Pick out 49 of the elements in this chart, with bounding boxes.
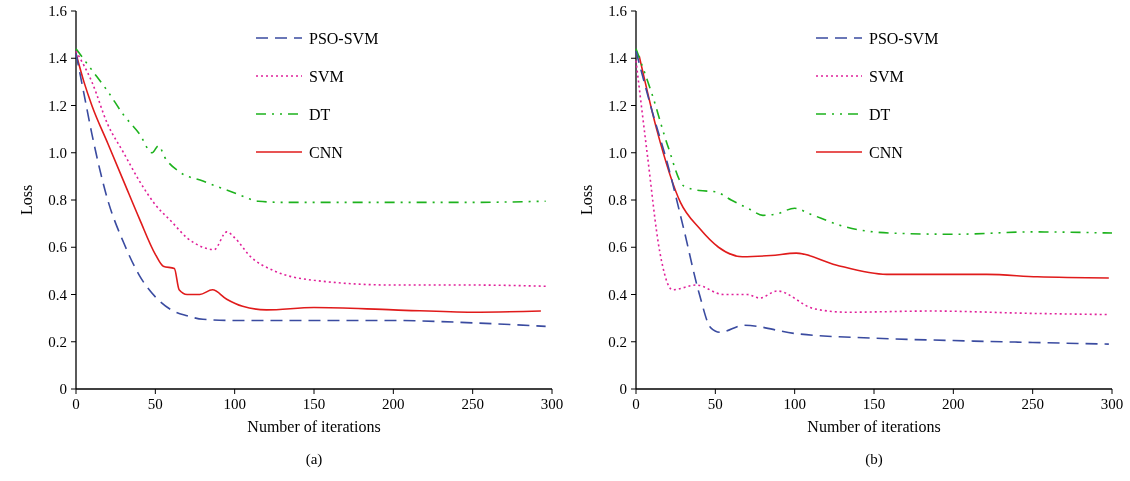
y-tick-label: 1.4 [48,50,68,67]
legend-label: DT [309,106,331,123]
y-tick-label: 0 [59,381,67,397]
x-tick-label: 100 [783,396,806,412]
legend-label: PSO-SVM [309,30,379,47]
x-tick-label: 50 [707,396,723,412]
x-tick-label: 200 [382,396,405,412]
y-axis-title: Loss [578,184,595,216]
x-tick-label: 250 [461,396,484,412]
text: (a) [305,451,323,468]
x-tick-label: 150 [302,396,326,412]
y-tick-label: 1.2 [48,97,67,114]
x-tick-label: 200 [942,396,965,412]
y-tick-label: 0.2 [608,333,627,350]
legend-label: SVM [309,68,344,85]
x-tick-label: 100 [223,396,246,412]
x-tick-label: 150 [862,396,886,412]
y-tick-label: 1.0 [608,144,627,161]
y-tick-label: 0.4 [48,286,68,303]
line-series [638,55,1110,279]
y-tick-label: 1.0 [48,144,67,161]
x-axis-title: Number of iterations [807,418,941,435]
y-tick-label: 0.2 [48,333,67,350]
x-tick-label: 300 [1100,396,1124,412]
x-tick-label: 250 [1021,396,1044,412]
line-series [635,48,1113,236]
y-tick-label: 0.8 [48,192,67,208]
y-tick-label: 0.4 [608,286,628,303]
line-series [75,48,547,204]
legend-label: PSO-SVM [869,30,939,47]
legend-label: CNN [869,144,904,161]
x-tick-label: 0 [632,396,640,412]
y-axis-title: Loss [18,184,35,216]
y-tick-label: 0.6 [608,239,628,256]
y-tick-label: 0 [619,381,627,397]
x-tick-label: 0 [72,396,80,412]
y-tick-label: 1.2 [608,97,627,114]
x-tick-label: 300 [540,396,564,412]
y-tick-label: 1.6 [608,3,628,19]
x-axis-title: Number of iterations [247,418,381,435]
legend-label: CNN [309,144,344,161]
y-tick-label: 1.4 [608,50,628,67]
legend-label: DT [869,106,891,123]
x-tick-label: 50 [147,396,163,412]
y-tick-label: 0.8 [608,192,627,208]
y-tick-label: 1.6 [48,3,68,19]
y-tick-label: 0.6 [48,239,68,256]
text: (b) [865,451,883,468]
legend-label: SVM [869,68,904,85]
